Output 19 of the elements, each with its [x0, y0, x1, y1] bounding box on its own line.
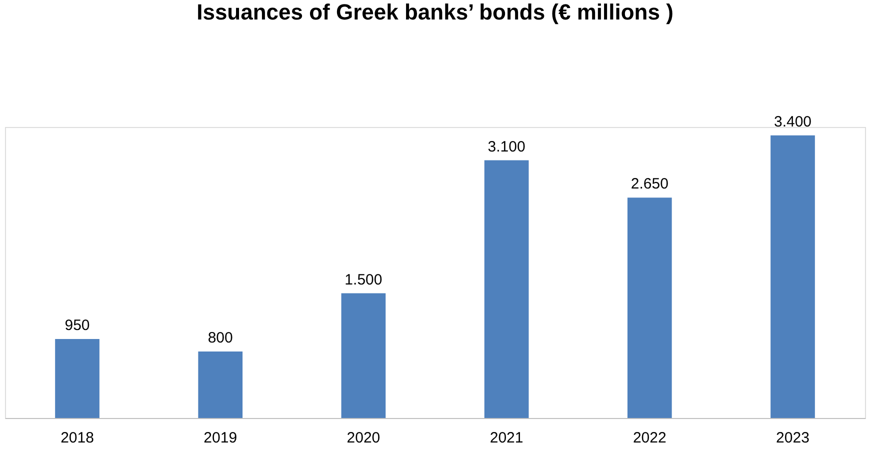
- bar: [341, 293, 386, 418]
- bar: [770, 135, 815, 418]
- data-label: 800: [208, 329, 233, 346]
- bar: [627, 198, 672, 418]
- bar: [484, 160, 529, 418]
- data-label: 1.500: [344, 271, 382, 288]
- bar: [55, 339, 100, 418]
- x-tick-label: 2021: [490, 430, 524, 446]
- data-label: 2.650: [630, 176, 668, 193]
- bar: [198, 351, 243, 418]
- data-label: 3.100: [488, 138, 526, 156]
- x-tick-label: 2023: [776, 430, 810, 446]
- data-label: 3.400: [774, 113, 812, 130]
- x-tick-label: 2022: [632, 430, 666, 446]
- x-tick-label: 2019: [204, 430, 238, 446]
- chart-title: Issuances of Greek banks’ bonds (€ millions ): [196, 0, 674, 24]
- x-tick-label: 2018: [60, 430, 94, 446]
- data-label: 950: [64, 317, 90, 334]
- x-tick-label: 2020: [346, 430, 380, 446]
